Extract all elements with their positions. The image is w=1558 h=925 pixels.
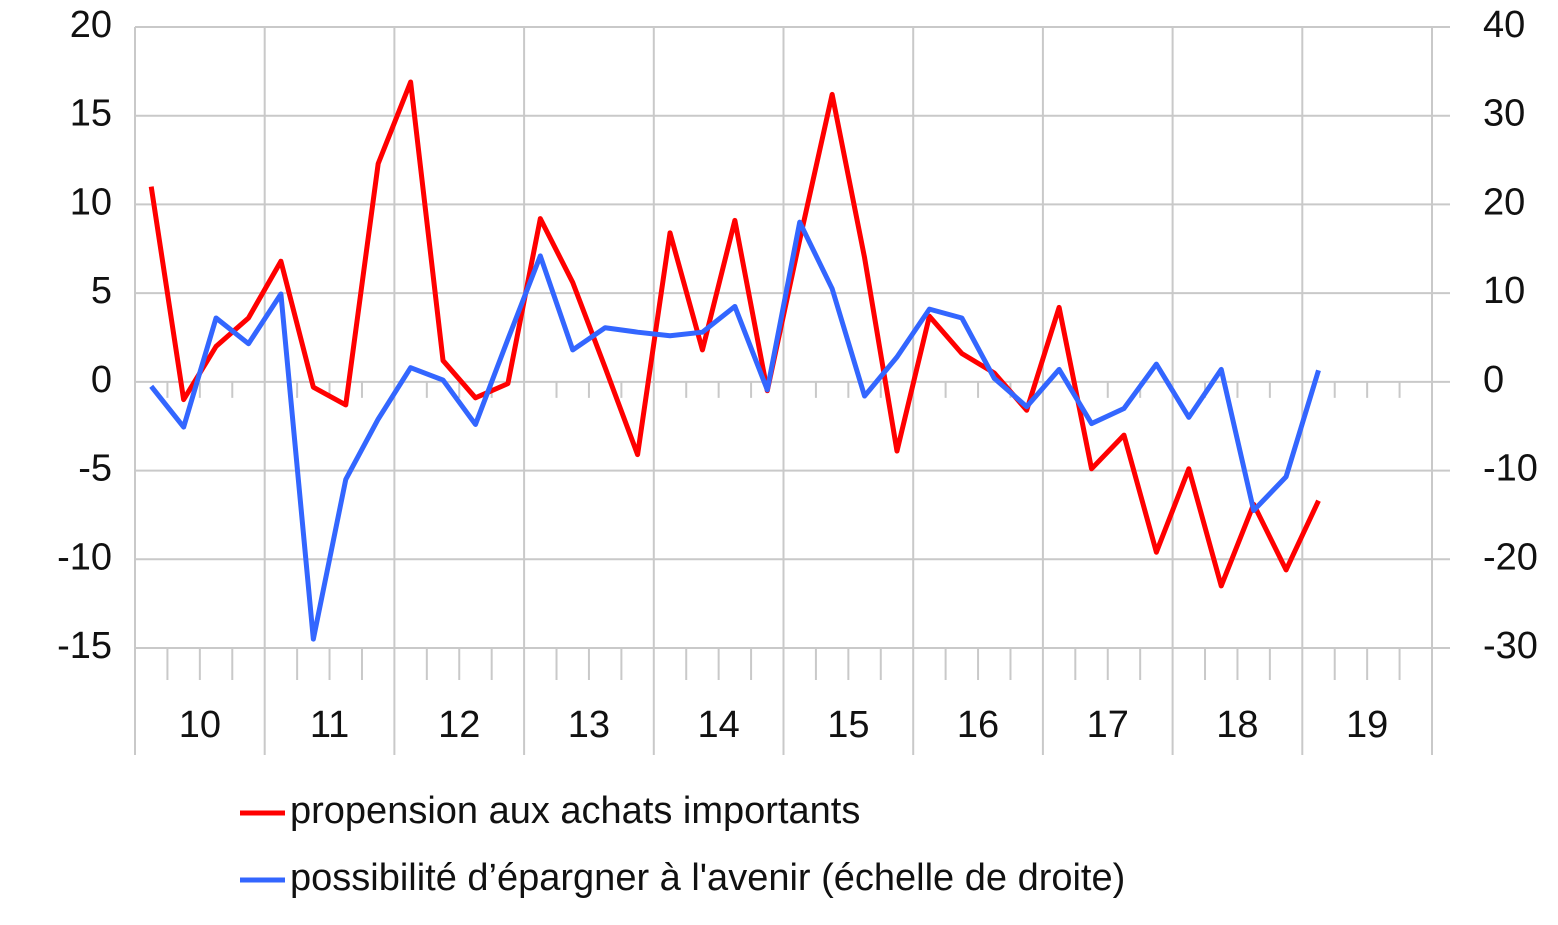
x-tick-label: 15 — [827, 704, 869, 746]
x-tick-label: 16 — [957, 704, 999, 746]
y2-tick-label: 40 — [1483, 4, 1525, 46]
y2-tick-label: 10 — [1483, 270, 1525, 312]
y-tick-label: 5 — [91, 270, 112, 312]
legend-label: propension aux achats importants — [290, 790, 860, 832]
legend-label: possibilité d’épargner à l'avenir (échel… — [290, 857, 1125, 899]
y2-tick-label: 0 — [1483, 359, 1504, 401]
series-line — [149, 219, 1321, 642]
x-tick-label: 11 — [310, 704, 349, 746]
y2-tick-label: -10 — [1483, 448, 1538, 490]
x-tick-label: 14 — [698, 704, 740, 746]
x-tick-label: 18 — [1216, 704, 1258, 746]
y-tick-label: 15 — [70, 93, 112, 135]
y-tick-label: 10 — [70, 181, 112, 223]
y-tick-label: -15 — [57, 625, 112, 667]
series-line — [148, 79, 1321, 589]
y2-tick-label: 30 — [1483, 93, 1525, 135]
x-tick-label: 19 — [1346, 704, 1388, 746]
y2-tick-label: -20 — [1483, 536, 1538, 578]
y-tick-label: 0 — [91, 359, 112, 401]
y-tick-label: -10 — [57, 536, 112, 578]
y2-tick-label: -30 — [1483, 625, 1538, 667]
x-tick-label: 10 — [179, 704, 221, 746]
y-tick-label: 20 — [70, 4, 112, 46]
x-tick-label: 17 — [1087, 704, 1129, 746]
x-tick-label: 12 — [438, 704, 480, 746]
y-tick-label: -5 — [78, 448, 112, 490]
x-tick-label: 13 — [568, 704, 610, 746]
y2-tick-label: 20 — [1483, 181, 1525, 223]
